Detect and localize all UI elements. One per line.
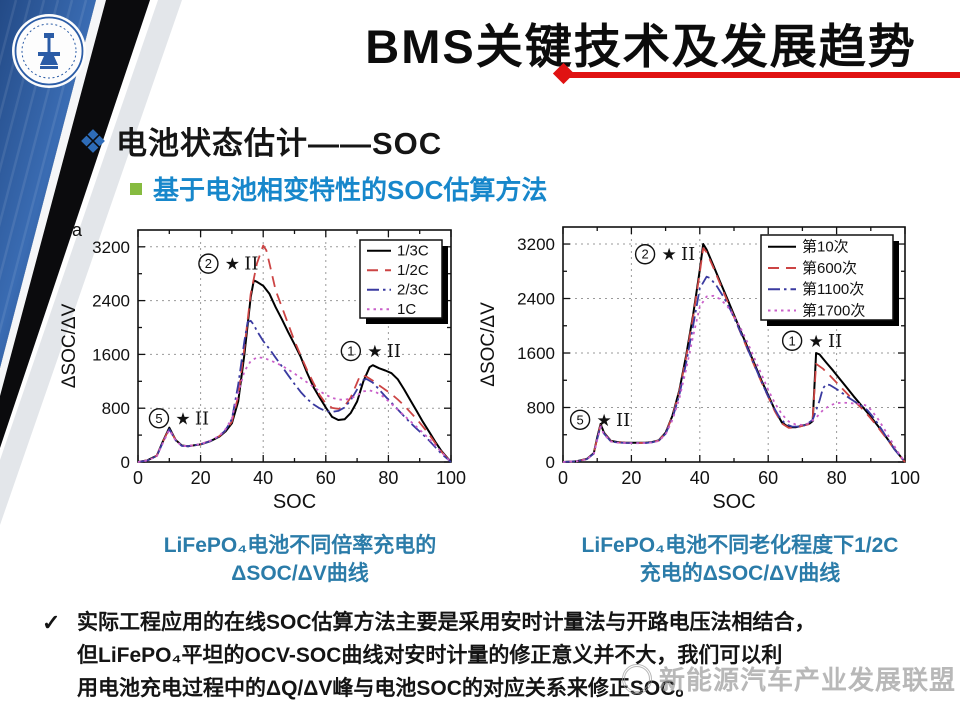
svg-text:0: 0 [133,468,143,488]
svg-text:100: 100 [436,468,466,488]
svg-text:II: II [387,341,401,362]
svg-text:0: 0 [121,453,130,472]
svg-text:80: 80 [827,468,847,488]
svg-text:II: II [244,254,258,275]
footnote: ✓ 实际工程应用的在线SOC估算方法主要是采用安时计量法与开路电压法相结合， 但… [42,606,946,705]
svg-text:ΔSOC/ΔV: ΔSOC/ΔV [60,303,80,388]
svg-text:第600次: 第600次 [802,259,857,277]
footnote-line: 实际工程应用的在线SOC估算方法主要是采用安时计量法与开路电压法相结合， [77,611,816,634]
university-logo-icon [12,14,86,88]
watermark: 新能源汽车产业发展联盟 [622,660,956,697]
svg-text:a: a [72,220,83,240]
title-underline [568,72,960,78]
footnote-line: 但LiFePO₄平坦的OCV-SOC曲线对安时计量的修正意义并不大，我们可以利 [77,644,783,667]
svg-text:100: 100 [890,468,920,488]
svg-text:2400: 2400 [517,290,555,309]
blue-band [0,0,96,368]
svg-text:2/3C: 2/3C [397,282,429,299]
svg-text:2: 2 [205,256,212,271]
svg-text:★: ★ [596,411,611,430]
subheading-row: 基于电池相变特性的SOC估算方法 [130,170,547,207]
svg-text:1/3C: 1/3C [397,243,429,260]
svg-text:II: II [681,244,695,265]
square-bullet-icon [130,182,142,195]
svg-text:SOC: SOC [712,491,755,513]
svg-text:★: ★ [661,245,676,264]
right-chart-caption: LiFePO₄电池不同老化程度下1/2C 充电的ΔSOC/ΔV曲线 [520,532,960,588]
corner-decoration [0,0,182,525]
svg-text:80: 80 [378,468,398,488]
checkmark-icon: ✓ [42,610,61,635]
diamond-cluster-bullet-icon [81,128,105,153]
left-chart: 0 20 40 60 80 100 0 800 1600 2400 3200 SOC ΔSOC/ΔV a 1… [60,220,466,513]
caption-line: LiFePO₄电池不同倍率充电的 [163,534,437,557]
watermark-text: 新能源汽车产业发展联盟 [659,665,957,695]
svg-text:60: 60 [758,468,778,488]
caption-line: LiFePO₄电池不同老化程度下1/2C [581,534,899,557]
svg-text:第10次: 第10次 [802,238,849,256]
svg-text:★: ★ [225,255,240,274]
svg-text:1C: 1C [397,301,416,318]
svg-text:800: 800 [102,399,130,418]
svg-text:II: II [195,408,209,429]
svg-text:1: 1 [789,333,796,348]
right-chart: 0 20 40 60 80 100 0 800 1600 2400 3200 SOC ΔSOC/ΔV 第1… [478,226,920,513]
svg-text:第1700次: 第1700次 [802,301,865,319]
svg-text:60: 60 [316,468,336,488]
left-chart-caption: LiFePO₄电池不同倍率充电的 ΔSOC/ΔV曲线 [100,532,500,588]
svg-text:II: II [828,331,842,352]
svg-text:2400: 2400 [92,292,130,311]
svg-text:1600: 1600 [517,344,555,363]
svg-text:2: 2 [641,247,648,262]
svg-text:3200: 3200 [92,238,130,257]
svg-text:0: 0 [546,453,555,472]
svg-text:0: 0 [558,468,568,488]
black-band [0,0,150,448]
svg-text:第1100次: 第1100次 [802,280,864,298]
caption-line: 充电的ΔSOC/ΔV曲线 [639,562,841,585]
svg-text:1600: 1600 [92,345,130,364]
caption-line: ΔSOC/ΔV曲线 [231,562,369,585]
svg-text:II: II [616,410,630,431]
svg-text:40: 40 [690,468,710,488]
svg-text:1: 1 [347,344,354,359]
svg-text:5: 5 [155,411,162,426]
heading-row: 电池状态估计——SOC [80,118,442,163]
svg-text:20: 20 [191,468,211,488]
svg-text:20: 20 [621,468,641,488]
svg-text:ΔSOC/ΔV: ΔSOC/ΔV [478,302,499,387]
svg-text:1/2C: 1/2C [397,262,429,279]
svg-text:SOC: SOC [273,491,316,513]
svg-text:5: 5 [576,412,583,427]
section-heading: 电池状态估计——SOC [116,126,443,161]
gray-sliver [0,0,182,525]
svg-text:★: ★ [175,409,190,428]
subsection-heading: 基于电池相变特性的SOC估算方法 [153,175,548,205]
footnote-lines: 实际工程应用的在线SOC估算方法主要是采用安时计量法与开路电压法相结合， 但Li… [77,606,816,705]
svg-text:★: ★ [367,342,382,361]
svg-text:40: 40 [253,468,273,488]
footnote-line: 用电池充电过程中的ΔQ/ΔV峰与电池SOC的对应关系来修正SOC。 [77,677,697,700]
page-title: BMS关键技术及发展趋势 [365,20,917,73]
svg-text:3200: 3200 [517,235,555,254]
svg-text:800: 800 [527,399,555,418]
svg-text:★: ★ [809,332,824,351]
white-edge [0,0,106,396]
watermark-logo-icon [622,663,652,694]
